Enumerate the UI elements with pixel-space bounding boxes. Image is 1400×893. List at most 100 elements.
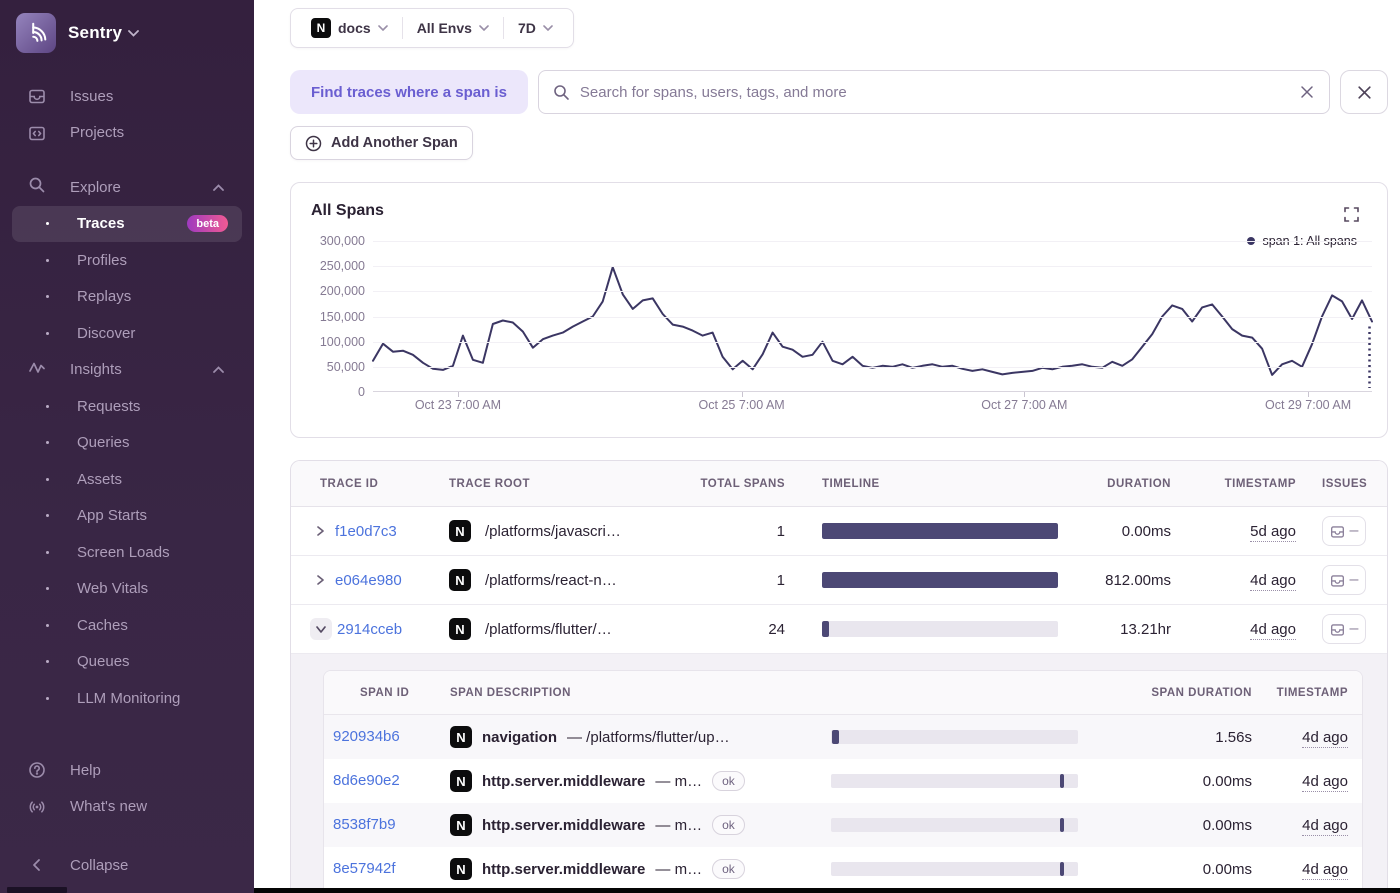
sidebar-item-label: Queries <box>77 434 130 452</box>
span-search-box[interactable] <box>537 70 1330 114</box>
chevron-down-icon <box>377 25 388 31</box>
chevron-left-icon <box>28 856 46 874</box>
expanded-trace-section: SPAN ID SPAN DESCRIPTION SPAN DURATION T… <box>291 654 1387 893</box>
sidebar-item-label: LLM Monitoring <box>77 689 181 707</box>
y-axis-tick-label: 0 <box>358 385 365 399</box>
x-axis-line <box>373 391 1372 392</box>
nextjs-project-icon: N <box>450 858 472 880</box>
add-another-span-button[interactable]: Add Another Span <box>290 126 473 160</box>
environment-selector[interactable]: All Envs <box>403 9 503 47</box>
timestamp-value[interactable]: 4d ago <box>1302 728 1348 748</box>
page-filters-bar: N docs All Envs 7D <box>290 8 574 48</box>
sidebar-item-queries[interactable]: Queries <box>12 425 242 462</box>
project-selector[interactable]: N docs <box>297 9 402 47</box>
bullet-icon <box>46 587 49 591</box>
status-badge: ok <box>712 815 745 835</box>
trace-id-link[interactable]: 2914cceb <box>337 620 403 638</box>
project-selector-value: docs <box>338 20 371 36</box>
sidebar-item-screen-loads[interactable]: Screen Loads <box>12 534 242 571</box>
issues-count-button[interactable]: – <box>1322 565 1366 595</box>
expand-row-icon[interactable] <box>310 570 330 590</box>
span-id-link[interactable]: 8538f7b9 <box>333 816 396 833</box>
sidebar-item-assets[interactable]: Assets <box>12 461 242 498</box>
span-table-card: SPAN ID SPAN DESCRIPTION SPAN DURATION T… <box>323 670 1363 891</box>
x-axis-tick-label: Oct 25 7:00 AM <box>698 398 785 412</box>
span-id-link[interactable]: 920934b6 <box>333 728 400 745</box>
expand-row-icon[interactable] <box>310 521 330 541</box>
sidebar-item-profiles[interactable]: Profiles <box>12 242 242 279</box>
timestamp-value[interactable]: 4d ago <box>1302 860 1348 880</box>
timestamp-value[interactable]: 4d ago <box>1302 772 1348 792</box>
collapse-row-icon[interactable] <box>310 618 332 640</box>
sidebar-item-app-starts[interactable]: App Starts <box>12 498 242 535</box>
timestamp-value[interactable]: 4d ago <box>1250 620 1296 640</box>
nextjs-project-icon: N <box>450 726 472 748</box>
nextjs-project-icon: N <box>450 814 472 836</box>
sidebar-item-issues[interactable]: Issues <box>0 78 254 115</box>
span-id-link[interactable]: 8d6e90e2 <box>333 772 400 789</box>
issues-count-button[interactable]: – <box>1322 516 1366 546</box>
timestamp-value[interactable]: 5d ago <box>1250 522 1296 542</box>
sidebar-item-web-vitals[interactable]: Web Vitals <box>12 571 242 608</box>
nextjs-project-icon: N <box>449 569 471 591</box>
duration-value: 0.00ms <box>1121 522 1171 540</box>
x-axis-tick-label: Oct 29 7:00 AM <box>1264 398 1352 412</box>
trace-id-link[interactable]: f1e0d7c3 <box>335 522 397 540</box>
span-description: — /platforms/flutter/up… <box>567 728 730 746</box>
sidebar-item-label: Screen Loads <box>77 543 170 561</box>
org-switcher[interactable]: Sentry <box>0 0 254 64</box>
span-search-input[interactable] <box>579 83 1289 101</box>
chevron-down-icon <box>128 29 140 37</box>
remove-span-filter-button[interactable] <box>1340 70 1388 114</box>
sidebar-section-explore[interactable]: Explore <box>0 169 254 206</box>
help-icon <box>28 761 46 779</box>
column-header: SPAN DURATION <box>1151 686 1252 699</box>
sidebar-item-replays[interactable]: Replays <box>12 279 242 316</box>
divider <box>401 17 403 39</box>
span-row: 8e57942f N http.server.middleware — m… o… <box>324 847 1362 891</box>
nextjs-project-icon: N <box>449 618 471 640</box>
span-id-link[interactable]: 8e57942f <box>333 860 396 877</box>
column-header: TRACE ROOT <box>449 477 531 490</box>
sidebar-item-traces[interactable]: Traces beta <box>12 205 242 242</box>
span-row: 8d6e90e2 N http.server.middleware — m… o… <box>324 759 1362 803</box>
sidebar-item-label: What's new <box>70 798 148 816</box>
span-op: http.server.middleware <box>482 816 646 834</box>
column-header: TIMESTAMP <box>1276 686 1348 699</box>
sidebar-item-help[interactable]: Help <box>0 752 254 789</box>
sidebar-item-queues[interactable]: Queues <box>12 644 242 681</box>
timeline-fill <box>1060 818 1064 832</box>
sidebar-item-whats-new[interactable]: What's new <box>0 789 254 826</box>
date-range-selector[interactable]: 7D <box>504 9 567 47</box>
sidebar-item-requests[interactable]: Requests <box>12 388 242 425</box>
sidebar-item-caches[interactable]: Caches <box>12 607 242 644</box>
trace-id-link[interactable]: e064e980 <box>335 571 402 589</box>
sidebar-item-projects[interactable]: Projects <box>0 115 254 152</box>
plus-circle-icon <box>305 135 322 151</box>
bullet-icon <box>46 514 49 518</box>
pulse-icon <box>28 359 46 381</box>
span-duration-value: 0.00ms <box>1202 772 1252 790</box>
sidebar: Sentry Issues Projects Explore <box>0 0 254 893</box>
timeline-fill <box>1060 862 1064 876</box>
clear-search-icon[interactable] <box>1299 84 1315 100</box>
sidebar-collapse-button[interactable]: Collapse <box>0 843 254 887</box>
expand-chart-icon[interactable] <box>1344 207 1359 222</box>
bullet-icon <box>46 623 49 627</box>
bullet-icon <box>46 331 49 335</box>
org-name: Sentry <box>68 23 140 43</box>
chart-plot[interactable] <box>372 241 1373 397</box>
screenshot-artifact <box>7 887 67 893</box>
sidebar-item-discover[interactable]: Discover <box>12 315 242 352</box>
status-badge: ok <box>712 771 745 791</box>
issues-icon <box>1330 525 1344 538</box>
issues-count-button[interactable]: – <box>1322 614 1366 644</box>
timestamp-value[interactable]: 4d ago <box>1250 571 1296 591</box>
sidebar-item-label: Requests <box>77 397 141 415</box>
issues-dash: – <box>1349 571 1359 588</box>
timestamp-value[interactable]: 4d ago <box>1302 816 1348 836</box>
sidebar-section-insights[interactable]: Insights <box>0 352 254 389</box>
timeline-track <box>822 572 1058 588</box>
sidebar-item-llm-monitoring[interactable]: LLM Monitoring <box>12 680 242 717</box>
nextjs-project-icon: N <box>311 18 331 38</box>
